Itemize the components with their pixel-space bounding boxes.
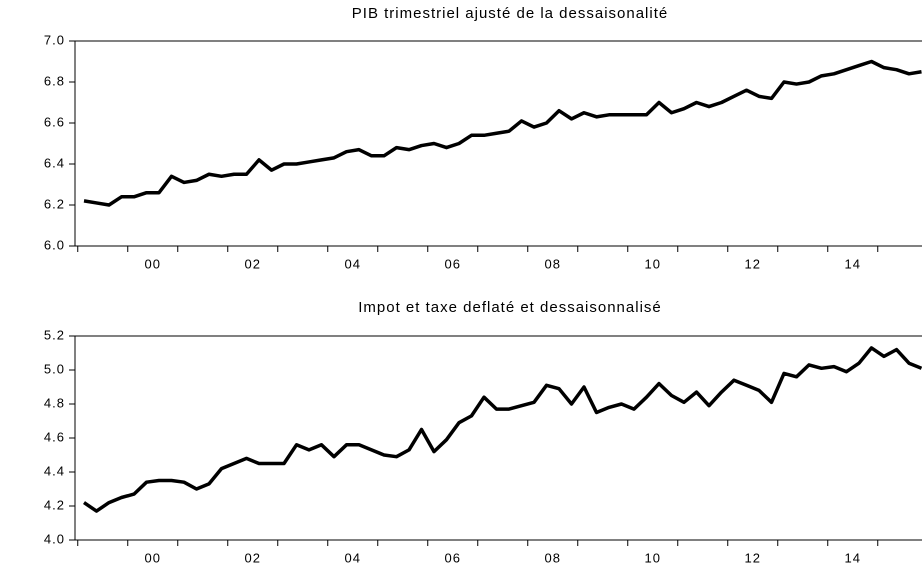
x-tick-label: 02 xyxy=(245,550,261,565)
x-tick-label: 08 xyxy=(545,550,561,565)
x-tick-label: 02 xyxy=(245,256,261,271)
x-tick-label: 12 xyxy=(745,550,761,565)
y-tick-label: 4.6 xyxy=(44,429,65,444)
x-tick-label: 14 xyxy=(845,256,861,271)
y-tick-label: 4.8 xyxy=(44,395,65,410)
y-tick-label: 4.4 xyxy=(44,463,65,478)
y-tick-label: 6.2 xyxy=(44,196,65,211)
chart-title: PIB trimestriel ajusté de la dessaisonal… xyxy=(352,5,668,22)
plot-frame xyxy=(74,40,922,247)
x-tick-label: 06 xyxy=(445,550,461,565)
y-tick-label: 5.2 xyxy=(44,327,65,342)
x-tick-label: 00 xyxy=(145,256,161,271)
x-tick-label: 00 xyxy=(145,550,161,565)
x-tick-label: 08 xyxy=(545,256,561,271)
y-tick-label: 6.0 xyxy=(44,237,65,252)
data-line xyxy=(83,346,922,513)
y-tick-label: 7.0 xyxy=(44,32,65,47)
plot-frame xyxy=(74,335,922,541)
x-tick-label: 14 xyxy=(845,550,861,565)
x-tick-label: 10 xyxy=(645,256,661,271)
y-tick-label: 4.2 xyxy=(44,497,65,512)
x-tick-label: 06 xyxy=(445,256,461,271)
y-tick-label: 6.8 xyxy=(44,73,65,88)
y-tick-label: 6.4 xyxy=(44,155,65,170)
x-tick-label: 10 xyxy=(645,550,661,565)
x-tick-label: 04 xyxy=(345,550,361,565)
x-tick-label: 12 xyxy=(745,256,761,271)
y-tick-label: 6.6 xyxy=(44,114,65,129)
y-tick-label: 4.0 xyxy=(44,531,65,546)
y-tick-label: 5.0 xyxy=(44,361,65,376)
x-tick-label: 04 xyxy=(345,256,361,271)
chart-title: Impot et taxe deflaté et dessaisonnalisé xyxy=(358,299,662,316)
data-line xyxy=(83,59,922,207)
